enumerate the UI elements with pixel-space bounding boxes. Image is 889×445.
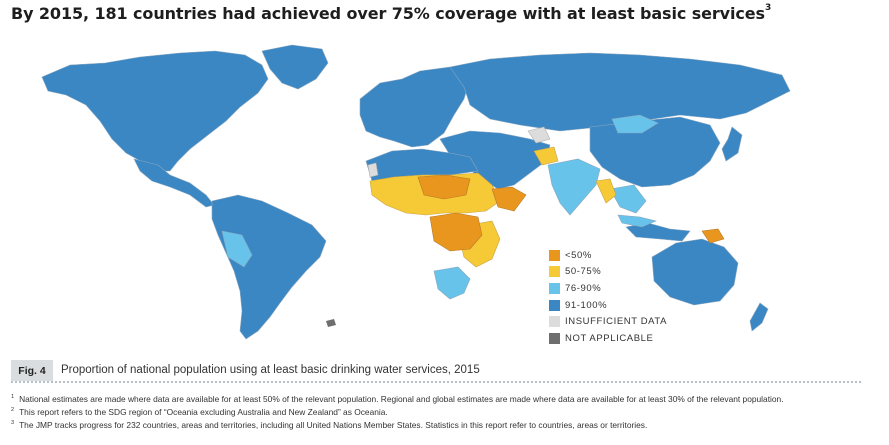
page-title: By 2015, 181 countries had achieved over…: [11, 3, 772, 23]
legend-swatch: [549, 249, 560, 261]
legend-label: NOT APPLICABLE: [565, 332, 654, 344]
russia: [449, 52, 791, 132]
legend-item: NOT APPLICABLE: [549, 330, 667, 347]
greenland: [261, 44, 329, 90]
legend-label: INSUFFICIENT DATA: [565, 316, 668, 328]
footnotes: 1 National estimates are made where data …: [11, 394, 881, 434]
western-sahara: [367, 162, 379, 178]
footnote-marker: 3: [11, 420, 15, 427]
land-lt50: [417, 174, 725, 252]
land-76-90: [221, 114, 659, 300]
map-legend: <50% 50-75% 76-90% 91-100% INSUFFICIENT DATA…: [549, 247, 667, 347]
mexico-central-america: [133, 158, 215, 208]
legend-item: 50-75%: [549, 264, 667, 281]
figure-caption: Proportion of national population using …: [61, 364, 480, 376]
title-text: By 2015, 181 countries had achieved over…: [11, 4, 765, 23]
legend-label: 76-90%: [565, 282, 602, 294]
footnote-3: 3 The JMP tracks progress for 232 countri…: [11, 420, 881, 433]
myanmar-laos: [595, 178, 617, 204]
mongolia: [611, 114, 659, 134]
southern-africa: [433, 266, 471, 300]
afghanistan: [533, 146, 559, 166]
legend-item: <50%: [549, 247, 667, 264]
figure-tag: Fig. 4: [11, 360, 53, 381]
legend-swatch: [549, 332, 560, 344]
figure-caption-row: Fig. 4 Proportion of national population…: [11, 360, 861, 382]
footnote-text: This report refers to the SDG region of …: [19, 407, 388, 418]
south-america: [211, 194, 327, 340]
footnote-2: 2 This report refers to the SDG region of…: [11, 407, 881, 420]
australia: [651, 238, 739, 306]
east-asia: [589, 116, 721, 188]
footnote-marker: 2: [11, 407, 15, 414]
india: [547, 158, 601, 216]
legend-swatch: [549, 299, 560, 311]
legend-label: <50%: [565, 249, 592, 261]
title-footnote-marker: 3: [764, 3, 772, 13]
world-map: [41, 44, 791, 340]
maritime-southeast-asia: [625, 222, 691, 242]
footnote-marker: 1: [11, 394, 15, 400]
land-not-applicable: [326, 319, 336, 327]
peru-bolivia: [221, 230, 253, 268]
not-applicable-region: [326, 319, 336, 327]
europe: [359, 66, 471, 148]
north-america: [41, 50, 269, 172]
legend-swatch: [549, 266, 560, 278]
legend-item: 76-90%: [549, 280, 667, 297]
legend-swatch: [549, 282, 560, 294]
legend-label: 50-75%: [565, 266, 602, 278]
legend-swatch: [549, 316, 560, 328]
dotted-divider: [11, 381, 861, 383]
land-insufficient: [367, 126, 551, 178]
legend-item: 91-100%: [549, 297, 667, 314]
footnote-1: 1 National estimates are made where data …: [11, 394, 881, 407]
southeast-asia: [609, 184, 647, 214]
indonesia: [617, 214, 657, 228]
land-91-100: [41, 44, 791, 340]
footnote-text: The JMP tracks progress for 232 countrie…: [19, 420, 648, 431]
sahel: [417, 174, 471, 200]
papua-new-guinea: [701, 228, 725, 244]
footnote-text: National estimates are made where data a…: [19, 394, 784, 404]
legend-label: 91-100%: [565, 299, 608, 311]
central-africa: [429, 212, 483, 252]
insufficient-data-region: [527, 126, 551, 144]
horn-of-africa: [491, 186, 527, 212]
legend-item: INSUFFICIENT DATA: [549, 313, 667, 330]
new-zealand: [749, 302, 769, 332]
japan: [721, 126, 743, 162]
